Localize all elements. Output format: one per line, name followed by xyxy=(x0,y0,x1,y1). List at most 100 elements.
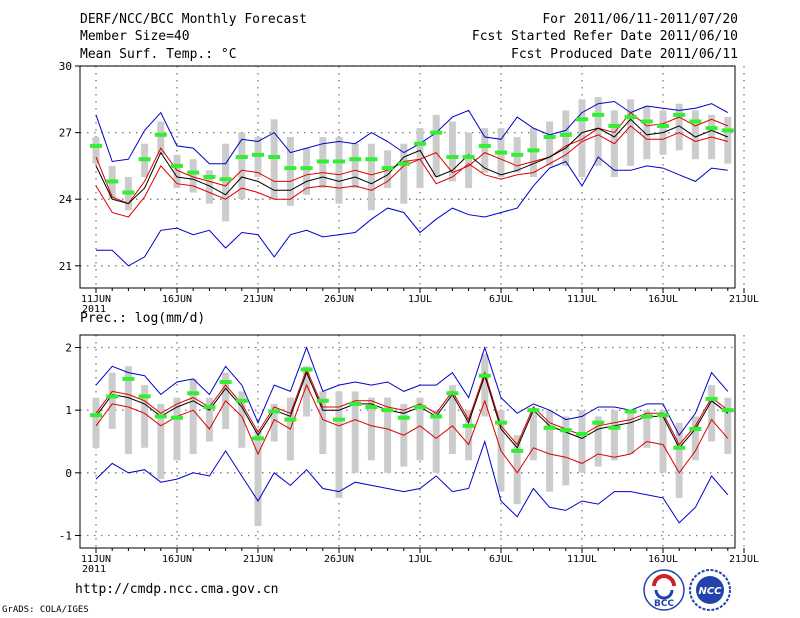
chart-title: DERF/NCC/BCC Monthly Forecast xyxy=(80,12,307,27)
prec-xtick-label: 16JUN xyxy=(162,554,192,565)
temp-median-mark xyxy=(689,119,702,124)
prec-series-lower xyxy=(95,383,729,474)
temp-ytick-label: 24 xyxy=(59,193,73,206)
temp-spread-box xyxy=(416,128,424,189)
prec-spread-box xyxy=(465,410,473,461)
temp-median-mark xyxy=(90,143,102,148)
prec-median-mark xyxy=(689,426,702,431)
prec-spread-box xyxy=(708,385,716,442)
temp-median-mark xyxy=(349,157,362,162)
temp-spread-box xyxy=(335,137,343,204)
prec-median-mark xyxy=(673,445,686,450)
prec-median-mark xyxy=(90,413,102,418)
prec-series-max xyxy=(95,345,729,437)
prec-spread-box xyxy=(432,410,440,473)
temp-median-mark xyxy=(511,152,524,157)
temp-median-mark xyxy=(381,166,394,171)
prec-median-mark xyxy=(300,367,313,372)
prec-xtick-label: 11JUN xyxy=(81,554,111,565)
prec-median-mark xyxy=(154,414,167,419)
prec-xtick-label: 11JUL xyxy=(567,554,597,565)
prec-spread-box xyxy=(448,385,456,455)
prec-spread-box xyxy=(319,391,327,455)
temp-median-mark xyxy=(478,143,491,148)
temp-median-mark xyxy=(235,155,248,160)
prec-median-mark xyxy=(543,425,556,430)
temp-median-mark xyxy=(122,190,135,195)
temp-spread-box xyxy=(270,119,278,200)
prec-series-min xyxy=(95,439,729,524)
temp-series-max xyxy=(95,100,729,165)
temp-spread-box xyxy=(92,137,100,164)
prec-year-label: 2011 xyxy=(82,564,106,575)
temp-year-label: 2011 xyxy=(82,304,106,315)
temp-spread-box xyxy=(157,121,165,155)
temp-median-mark xyxy=(446,155,459,160)
temp-median-mark xyxy=(673,112,686,117)
prec-median-mark xyxy=(511,448,524,453)
temp-median-mark xyxy=(721,128,734,133)
temp-median-mark xyxy=(187,170,200,175)
temp-spread-box xyxy=(546,121,554,166)
prec-spread-box xyxy=(481,353,489,417)
temp-median-mark xyxy=(365,157,378,162)
prec-spread-box xyxy=(189,378,197,455)
prec-spread-box xyxy=(205,397,213,442)
prec-spread-box xyxy=(384,397,392,473)
prec-median-mark xyxy=(106,394,119,399)
website-url[interactable]: http://cmdp.ncc.cma.gov.cn xyxy=(75,582,279,597)
temp-xtick-label: 16JUN xyxy=(162,294,192,305)
temp-median-mark xyxy=(203,175,216,179)
temp-median-mark xyxy=(608,123,621,128)
temp-spread-box xyxy=(432,114,440,177)
prec-median-mark xyxy=(138,394,151,399)
prec-ytick-label: -1 xyxy=(59,529,72,542)
temp-ytick-label: 21 xyxy=(59,260,72,273)
temp-median-mark xyxy=(592,112,605,117)
temp-median-mark xyxy=(333,159,345,164)
temp-median-mark xyxy=(171,163,183,168)
temp-median-mark xyxy=(138,157,151,162)
temp-median-mark xyxy=(624,115,637,120)
prec-median-mark xyxy=(187,391,200,396)
temp-series-upper xyxy=(95,111,728,205)
temp-frame xyxy=(79,65,736,289)
prec-spread-box xyxy=(108,372,116,429)
prec-spread-box xyxy=(659,410,667,473)
prec-median-mark xyxy=(527,408,540,413)
prec-spread-box xyxy=(578,410,586,473)
forecast-period: For 2011/06/11-2011/07/20 xyxy=(542,12,738,27)
prec-panel: -1 0 1 2 11JUN 16JUN 21JUN 26JUN 1JUL 6JUL 11JUL 16… xyxy=(59,334,759,575)
prec-spread-box xyxy=(351,391,359,473)
prec-median-mark xyxy=(397,415,410,420)
prec-median-mark xyxy=(559,428,572,433)
prec-median-mark xyxy=(284,417,297,422)
prec-median-mark xyxy=(640,414,653,419)
temp-xtick-label: 11JUN xyxy=(81,294,111,305)
prec-median-mark xyxy=(122,376,135,381)
prec-spread-box xyxy=(724,397,732,455)
temp-spread-box xyxy=(578,99,586,177)
temp-xtick-label: 6JUL xyxy=(489,294,513,305)
temp-median-mark xyxy=(219,177,232,182)
temp-spread-box xyxy=(367,143,375,211)
temp-spread-box xyxy=(675,103,683,151)
temp-series-lower xyxy=(95,125,728,218)
prec-xtick-label: 26JUN xyxy=(324,554,354,565)
temp-xtick-label: 21JUN xyxy=(243,294,273,305)
prec-spread-box xyxy=(367,397,375,461)
grads-credit: GrADS: COLA/IGES xyxy=(2,605,89,615)
prec-median-mark xyxy=(268,409,281,414)
temp-xtick-label: 26JUN xyxy=(324,294,354,305)
temp-median-mark xyxy=(106,179,119,184)
prec-series-upper xyxy=(95,368,729,446)
temp-spread-box xyxy=(205,170,213,204)
temp-xtick-label: 11JUL xyxy=(567,294,597,305)
prec-ytick-label: 1 xyxy=(65,404,72,417)
temp-spread-box xyxy=(189,159,197,193)
prec-median-mark xyxy=(235,398,248,403)
variable-temp-label: Mean Surf. Temp.: °C xyxy=(80,47,237,62)
prec-spread-box xyxy=(610,410,618,461)
prec-spread-box xyxy=(627,410,635,455)
